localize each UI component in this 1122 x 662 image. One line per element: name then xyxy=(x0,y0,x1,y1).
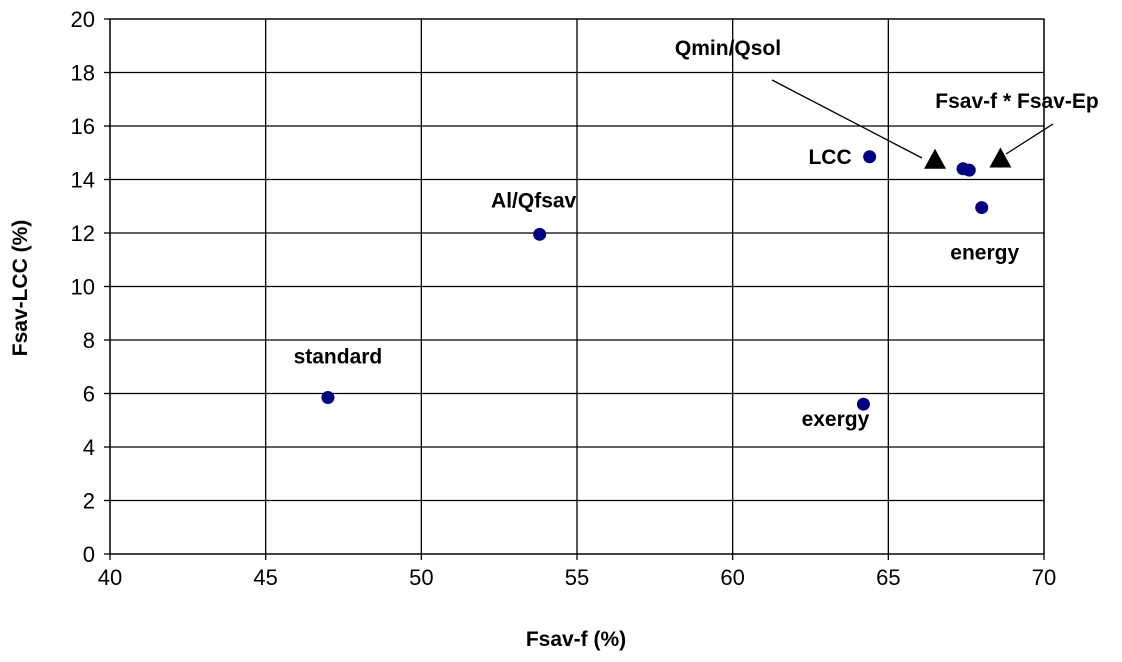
point-label: Al/Qfsav xyxy=(491,189,577,212)
x-tick-label: 70 xyxy=(1032,565,1056,590)
y-tick-label: 20 xyxy=(71,7,95,32)
x-tick-label: 45 xyxy=(253,565,277,590)
point-label: exergy xyxy=(802,408,870,431)
point-label: standard xyxy=(294,346,383,369)
y-tick-label: 12 xyxy=(71,221,95,246)
triangle-marker xyxy=(989,147,1012,168)
annotation-arrow-line xyxy=(1005,123,1054,155)
x-tick-label: 55 xyxy=(565,565,589,590)
data-point xyxy=(962,163,976,177)
x-tick-label: 50 xyxy=(409,565,433,590)
data-point xyxy=(975,201,989,215)
y-tick-label: 16 xyxy=(71,114,95,139)
y-tick-label: 14 xyxy=(71,168,95,193)
y-axis-title: Fsav-LCC (%) xyxy=(9,220,32,357)
y-tick-label: 10 xyxy=(71,275,95,300)
y-tick-label: 6 xyxy=(83,382,95,407)
data-point xyxy=(863,150,877,164)
axes xyxy=(104,18,1045,560)
point-label: energy xyxy=(950,242,1019,265)
annotations: Qmin/Qsol Fsav-f * Fsav-Ep xyxy=(675,37,1099,169)
gridlines xyxy=(109,18,1045,555)
point-label: LCC xyxy=(808,146,851,169)
y-tick-label: 8 xyxy=(83,328,95,353)
data-point xyxy=(856,397,870,411)
tick-labels: 40 45 50 55 60 65 70 0 2 4 6 8 10 12 14 16 18 20 xyxy=(71,7,1057,590)
y-tick-label: 18 xyxy=(71,61,95,86)
annotation-arrow-line xyxy=(771,79,923,159)
x-axis-title: Fsav-f (%) xyxy=(526,628,626,651)
point-labels: standard Al/Qfsav exergy LCC energy xyxy=(294,146,1020,431)
y-tick-label: 2 xyxy=(83,489,95,514)
y-tick-label: 4 xyxy=(83,435,95,460)
data-points xyxy=(321,150,989,411)
annotation-label: Qmin/Qsol xyxy=(675,37,781,60)
x-tick-label: 60 xyxy=(720,565,744,590)
annotation-label: Fsav-f * Fsav-Ep xyxy=(935,90,1098,113)
triangle-marker xyxy=(924,148,947,169)
x-tick-label: 40 xyxy=(98,565,122,590)
data-point xyxy=(533,227,547,241)
y-tick-label: 0 xyxy=(83,542,95,567)
x-tick-label: 65 xyxy=(876,565,900,590)
data-point xyxy=(321,391,335,405)
